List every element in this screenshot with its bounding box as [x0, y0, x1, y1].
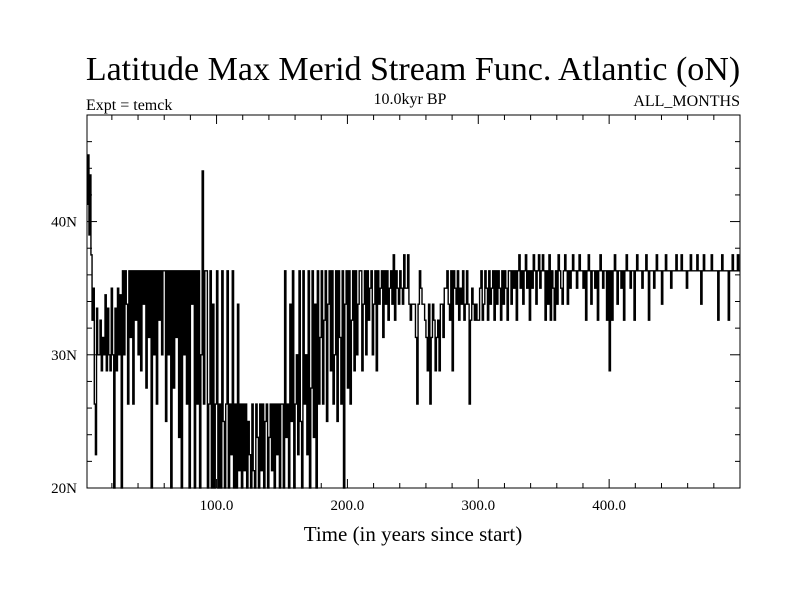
series-line	[87, 154, 740, 489]
series-group	[87, 154, 740, 489]
x-tick-label: 400.0	[592, 498, 626, 514]
plot-frame	[86, 114, 741, 489]
x-tick-label: 200.0	[331, 498, 365, 514]
x-axis-label: Time (in years since start)	[304, 522, 523, 546]
y-tick-label: 40N	[51, 215, 77, 231]
y-tick-label: 20N	[51, 481, 77, 497]
chart-title: Latitude Max Merid Stream Func. Atlantic…	[86, 51, 740, 88]
tick-labels: 100.0 200.0 300.0 400.0 20N 30N 40N	[51, 215, 626, 514]
y-tick-label: 30N	[51, 348, 77, 364]
x-tick-label: 100.0	[200, 498, 234, 514]
subtitle-right: ALL_MONTHS	[633, 93, 740, 110]
x-tick-label: 300.0	[461, 498, 495, 514]
subtitle-left: Expt = temck	[86, 97, 172, 114]
subtitle-center: 10.0kyr BP	[374, 91, 447, 108]
